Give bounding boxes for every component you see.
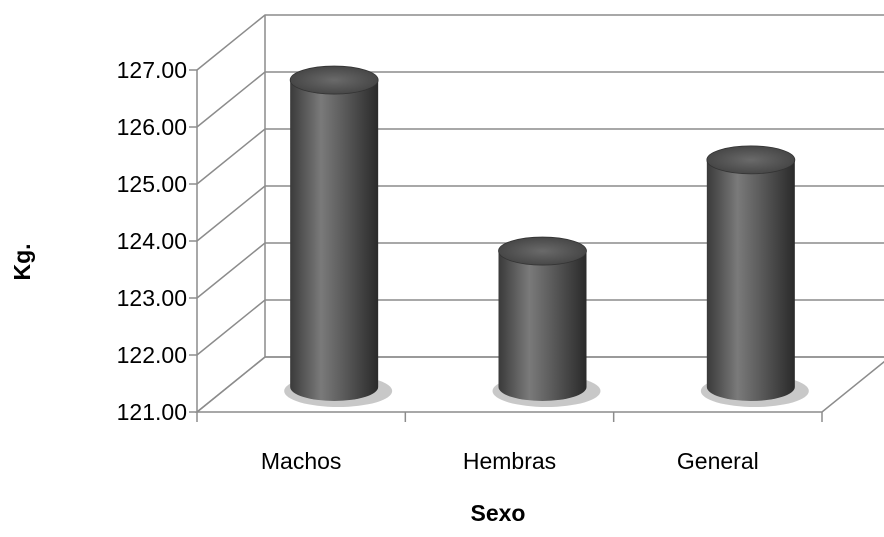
- y-tick-label: 123.00: [117, 285, 187, 311]
- bar-machos: [284, 65, 393, 407]
- gridline: [196, 14, 884, 71]
- bar-body: [498, 251, 587, 402]
- x-axis: Machos Hembras General: [196, 412, 823, 474]
- x-tick-label: Machos: [261, 448, 342, 474]
- y-tick-label: 122.00: [117, 342, 187, 368]
- bar-top: [289, 65, 379, 95]
- x-tick-label: Hembras: [463, 448, 556, 474]
- bar-top: [498, 236, 587, 266]
- bar-general: [700, 145, 809, 407]
- bar-hembras: [492, 236, 601, 407]
- y-tick-label: 127.00: [117, 57, 187, 83]
- bars: [284, 65, 809, 407]
- bar-body: [706, 159, 795, 402]
- y-tick-label: 126.00: [117, 114, 187, 140]
- y-tick-label: 124.00: [117, 228, 187, 254]
- y-tick-label: 121.00: [117, 399, 187, 425]
- bar-body: [290, 80, 379, 402]
- gridlines: [196, 14, 884, 413]
- bar-top: [706, 145, 796, 175]
- x-axis-title: Sexo: [471, 500, 526, 526]
- x-tick-label: General: [677, 448, 759, 474]
- y-axis: 121.00 122.00 123.00 124.00 125.00 126.00 127.…: [117, 57, 198, 425]
- y-tick-label: 125.00: [117, 171, 187, 197]
- y-axis-title: Kg.: [9, 243, 35, 280]
